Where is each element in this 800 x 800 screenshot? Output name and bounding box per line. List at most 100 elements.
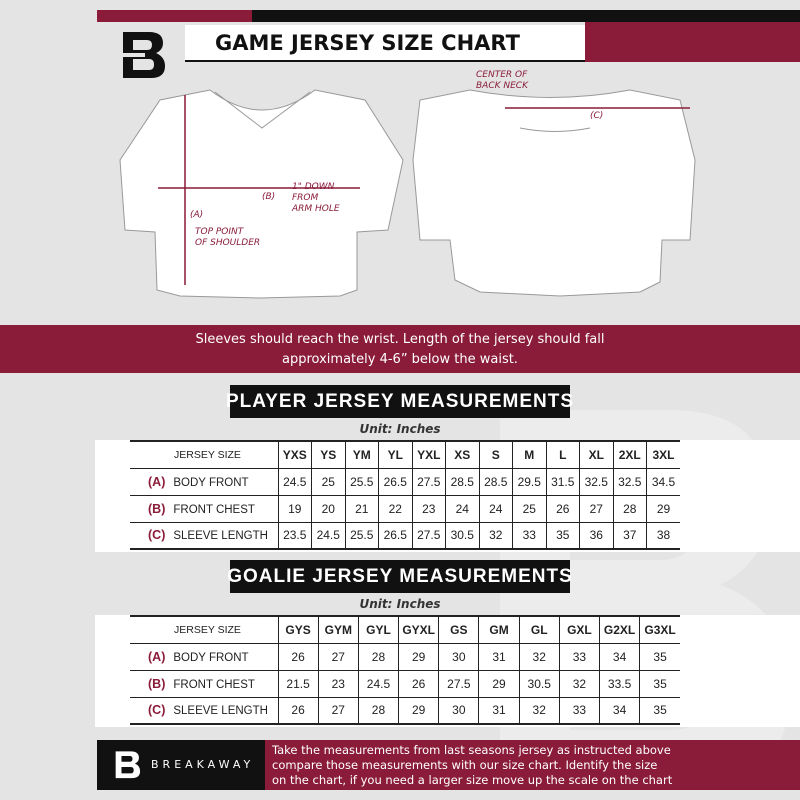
size-header: YL — [378, 440, 413, 469]
cell-value: 23 — [411, 494, 446, 523]
cell-value: 33 — [558, 642, 601, 671]
row-label: (A) BODY FRONT — [130, 467, 279, 496]
size-header: YXL — [411, 440, 446, 469]
cell-value: 26 — [398, 669, 440, 698]
size-header: XL — [579, 440, 614, 469]
fit-guidance-banner: Sleeves should reach the wrist. Length o… — [0, 325, 800, 373]
size-header: YXS — [277, 440, 312, 469]
cell-value: 35 — [639, 669, 680, 698]
size-header: M — [512, 440, 547, 469]
size-header: G3XL — [639, 615, 680, 644]
cell-value: 37 — [612, 521, 647, 550]
cell-value: 23.5 — [277, 521, 312, 550]
cell-value: 28.5 — [445, 467, 480, 496]
row-label: (C) SLEEVE LENGTH — [130, 521, 279, 550]
note-line: TOP POINT — [195, 227, 244, 237]
goalie-unit: Unit: Inches — [359, 597, 441, 611]
top-accent-maroon — [97, 10, 252, 22]
table-row: (C) SLEEVE LENGTH 26 27 28 29 30 31 32 33 34 35 — [130, 696, 680, 725]
cell-value: 32 — [558, 669, 601, 698]
cell-value: 25.5 — [344, 521, 379, 550]
title-accent-block — [585, 22, 800, 62]
size-header: GS — [438, 615, 480, 644]
label-b: (B) — [262, 192, 276, 202]
cell-value: 33 — [558, 696, 601, 725]
cell-value: 28 — [357, 642, 400, 671]
footer-line: compare those measurements with our size… — [272, 758, 658, 772]
cell-value: 29 — [646, 494, 680, 523]
row-name: FRONT CHEST — [173, 678, 255, 691]
cell-value: 27 — [579, 494, 614, 523]
row-name: BODY FRONT — [173, 651, 249, 664]
row-tag: (B) — [148, 676, 166, 691]
size-header: L — [545, 440, 580, 469]
cell-value: 32.5 — [612, 467, 647, 496]
jersey-diagram — [119, 89, 696, 299]
cell-value: 31 — [478, 642, 520, 671]
cell-value: 35 — [545, 521, 580, 550]
size-header: GXL — [558, 615, 601, 644]
top-accent-black — [252, 10, 800, 22]
cell-value: 29 — [478, 669, 520, 698]
footer-brand: BREAKAWAY — [97, 740, 265, 790]
cell-value: 30 — [438, 696, 480, 725]
cell-value: 19 — [277, 494, 312, 523]
cell-value: 26 — [277, 696, 319, 725]
cell-value: 33.5 — [598, 669, 641, 698]
header-row: JERSEY SIZE GYS GYM GYL GYXL GS GM GL GXL G2XL G3X… — [130, 615, 680, 644]
cell-value: 27 — [317, 696, 359, 725]
cell-value: 25 — [311, 467, 346, 496]
cell-value: 23 — [317, 669, 359, 698]
cell-value: 32 — [518, 696, 560, 725]
goalie-section-title: GOALIE JERSEY MEASUREMENTS — [227, 560, 572, 593]
row-tag: (C) — [148, 528, 166, 543]
size-header: YS — [311, 440, 346, 469]
size-header: GYXL — [398, 615, 440, 644]
row-name: SLEEVE LENGTH — [173, 705, 268, 718]
cell-value: 29.5 — [512, 467, 547, 496]
size-header: GYS — [277, 615, 319, 644]
cell-value: 30 — [438, 642, 480, 671]
back-jersey — [412, 89, 696, 297]
footer-instructions: Take the measurements from last seasons … — [265, 740, 800, 790]
note-line: 1" DOWN — [292, 182, 335, 192]
note-line: FROM — [292, 193, 319, 203]
cell-value: 27.5 — [411, 521, 446, 550]
cell-value: 31.5 — [545, 467, 580, 496]
player-unit: Unit: Inches — [359, 422, 441, 436]
goalie-size-table: JERSEY SIZE GYS GYM GYL GYXL GS GM GL GXL G2XL G3X… — [130, 615, 680, 725]
page-title: GAME JERSEY SIZE CHART — [185, 25, 585, 62]
cell-value: 26.5 — [378, 467, 413, 496]
cell-value: 27.5 — [438, 669, 480, 698]
cell-value: 34.5 — [646, 467, 680, 496]
size-header: XS — [445, 440, 480, 469]
banner-line: Sleeves should reach the wrist. Length o… — [195, 332, 605, 347]
cell-value: 36 — [579, 521, 614, 550]
cell-value: 30.5 — [445, 521, 480, 550]
cell-value: 33 — [512, 521, 547, 550]
player-size-table: JERSEY SIZE YXS YS YM YL YXL XS S M L XL 2XL 3XL (A) B… — [130, 440, 680, 550]
row-tag: (C) — [148, 703, 166, 718]
note-line: ARM HOLE — [292, 204, 340, 214]
size-header: S — [478, 440, 513, 469]
row-tag: (A) — [148, 474, 166, 489]
header-row: JERSEY SIZE YXS YS YM YL YXL XS S M L XL 2XL 3XL — [130, 440, 680, 469]
table-row: (C) SLEEVE LENGTH 23.5 24.5 25.5 26.5 27.5 30.5… — [130, 521, 680, 550]
cell-value: 24 — [478, 494, 513, 523]
row-label: (B) FRONT CHEST — [130, 669, 279, 698]
front-jersey — [119, 89, 404, 299]
cell-value: 28.5 — [478, 467, 513, 496]
size-header: 2XL — [612, 440, 647, 469]
cell-value: 34 — [598, 696, 641, 725]
cell-value: 27 — [317, 642, 359, 671]
cell-value: 24.5 — [357, 669, 400, 698]
size-header: GYM — [317, 615, 359, 644]
label-a: (A) — [190, 210, 204, 220]
note-line: OF SHOULDER — [195, 238, 261, 248]
cell-value: 28 — [612, 494, 647, 523]
footer-line: Take the measurements from last seasons … — [272, 743, 671, 757]
table-row: (A) BODY FRONT 24.5 25 25.5 26.5 27.5 28.5 28.5 2… — [130, 467, 680, 496]
cell-value: 24.5 — [277, 467, 312, 496]
row-name: SLEEVE LENGTH — [173, 530, 268, 543]
note-line: BACK NECK — [476, 81, 528, 91]
